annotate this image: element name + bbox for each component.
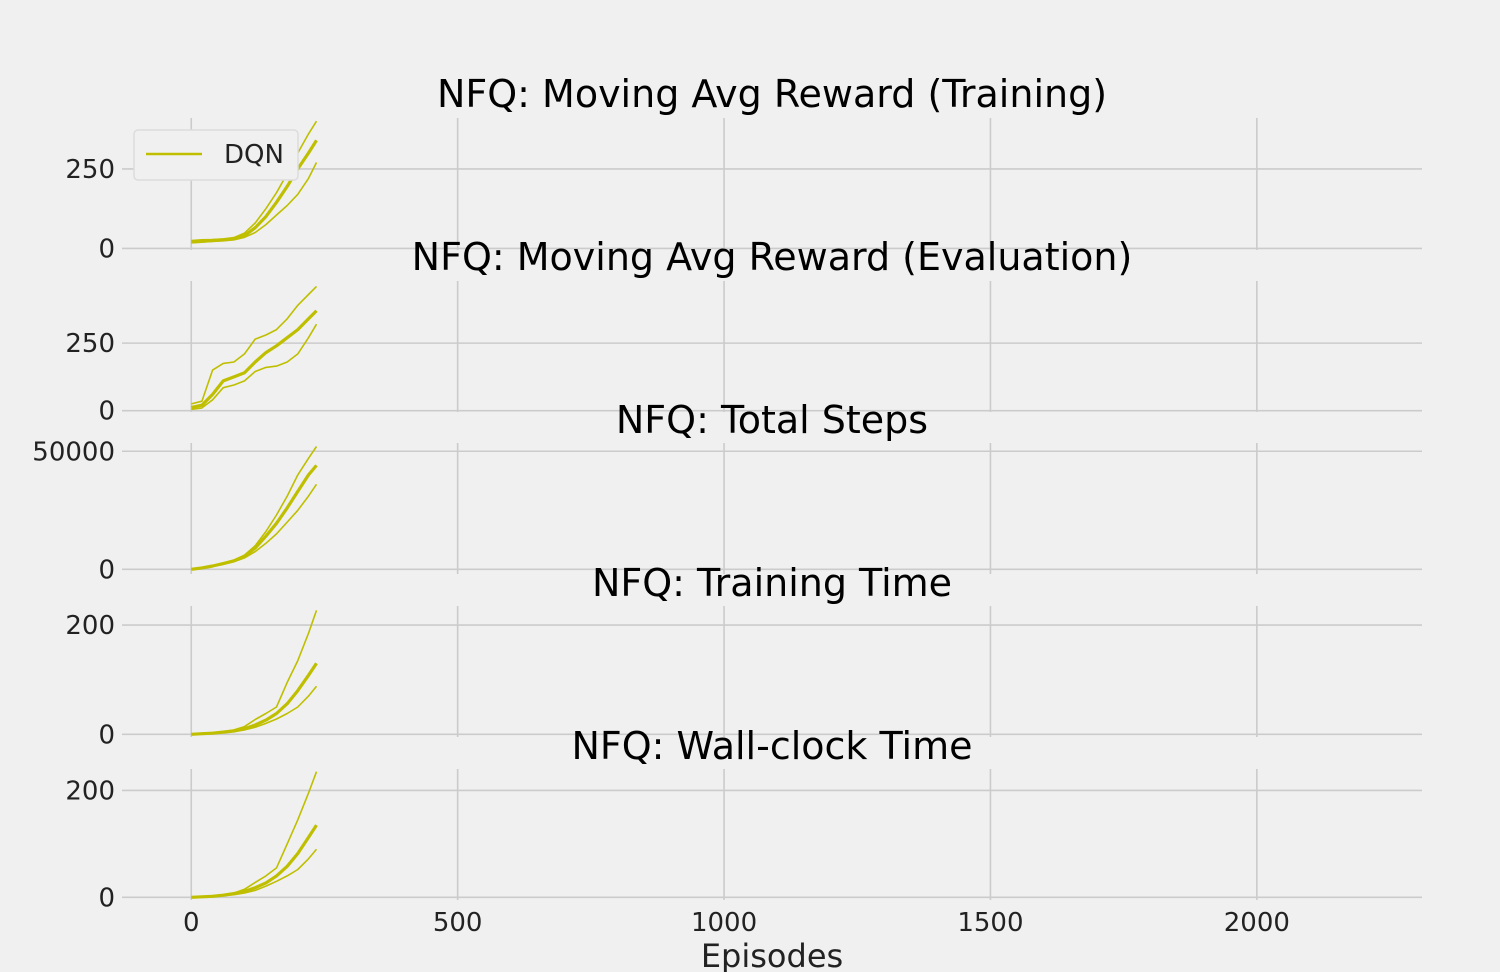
subplot-3: 0 50000 NFQ: Total Steps xyxy=(32,398,1422,585)
chart-title: NFQ: Training Time xyxy=(592,561,952,605)
series-line-mean xyxy=(190,309,318,409)
legend-entry-label: DQN xyxy=(224,140,284,170)
series-line-upper xyxy=(191,285,318,405)
y-tick-label: 250 xyxy=(65,329,115,359)
y-tick-label: 0 xyxy=(98,555,115,585)
series-line-lower xyxy=(191,848,318,899)
x-tick-label: 0 xyxy=(183,908,200,938)
series-line-lower xyxy=(191,483,318,571)
legend: DQN xyxy=(133,129,299,181)
chart-title: NFQ: Moving Avg Reward (Training) xyxy=(437,72,1107,116)
x-tick-label: 1500 xyxy=(957,908,1023,938)
y-tick-label: 0 xyxy=(98,883,115,913)
legend-box xyxy=(133,129,299,181)
y-tick-label: 50000 xyxy=(32,437,115,467)
series-line-mean xyxy=(191,662,318,736)
series-line-lower xyxy=(191,162,318,244)
subplot-4: 0 200 NFQ: Training Time xyxy=(65,561,1422,750)
series-line-mean xyxy=(191,464,318,571)
y-tick-label: 0 xyxy=(98,720,115,750)
x-tick-label: 1000 xyxy=(691,908,757,938)
chart-title: NFQ: Moving Avg Reward (Evaluation) xyxy=(412,235,1133,279)
series-line-upper xyxy=(191,610,318,736)
y-tick-label: 200 xyxy=(65,611,115,641)
y-tick-label: 0 xyxy=(98,234,115,264)
subplot-5: 0 200 NFQ: Wall-clock Time 0 500 1000 1500 2000… xyxy=(65,724,1422,972)
series-line-lower xyxy=(191,323,318,411)
y-tick-label: 0 xyxy=(98,397,115,427)
series-line-lower xyxy=(191,685,318,736)
series-line-mean xyxy=(191,824,318,899)
y-tick-label: 200 xyxy=(65,776,115,806)
x-tick-label: 2000 xyxy=(1224,908,1290,938)
x-axis-label: Episodes xyxy=(701,937,843,972)
subplot-2: 0 250 NFQ: Moving Avg Reward (Evaluation) xyxy=(65,235,1422,427)
subplot-1: 0 250 NFQ: Moving Avg Reward (Training) DQN xyxy=(65,72,1422,264)
y-tick-label: 250 xyxy=(65,155,115,185)
x-tick-label: 500 xyxy=(433,908,483,938)
chart-title: NFQ: Total Steps xyxy=(616,398,928,442)
chart-title: NFQ: Wall-clock Time xyxy=(571,724,972,768)
